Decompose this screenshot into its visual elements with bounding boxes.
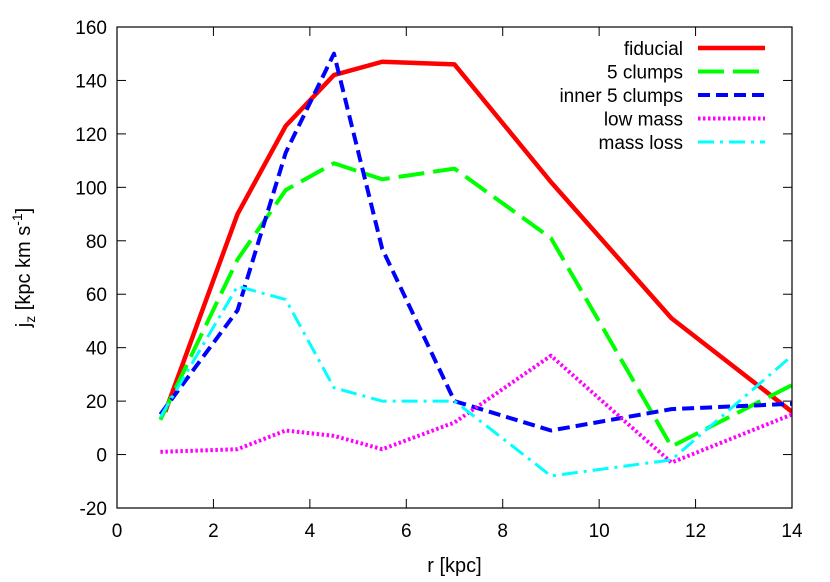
y-axis-label-unit: [kpc km s [13,226,35,316]
legend-label: 5 clumps [607,63,683,84]
x-tick-label: 14 [781,521,803,542]
y-axis-label-main: j [13,323,35,328]
y-tick-label: 0 [96,446,107,467]
y-axis-label: jz [kpc km s-1] [9,208,38,328]
y-tick-label: 100 [75,178,107,199]
y-tick-label: 20 [86,392,107,413]
series-layer [158,51,792,478]
y-tick-label: 40 [86,339,107,360]
x-axis-label: r [kpc] [427,555,481,577]
series-line-fiducial [163,59,792,414]
y-axis-label-subscript: z [22,316,38,323]
x-tick-label: 4 [305,521,316,542]
y-tick-label: 60 [86,285,107,306]
x-tick-label: 6 [401,521,412,542]
plot-frame [116,26,793,509]
x-tick-label: 2 [208,521,219,542]
series-line-low-mass [160,353,792,465]
x-tick-label: 8 [497,521,508,542]
series-line-5-clumps [158,161,792,449]
legend-label: low mass [604,110,683,131]
legend-label: fiducial [624,39,683,60]
y-tick-labels: -20 0 20 40 60 80 100 120 140 160 [75,18,107,520]
series-line-inner-5-clumps [158,51,792,433]
series-line-mass-loss [159,284,792,478]
y-tick-label: 160 [75,18,107,39]
y-tick-label: 80 [86,232,107,253]
y-axis-label-superscript: -1 [9,213,25,226]
y-axis-label-close: ] [13,208,35,214]
y-tick-label: -20 [80,499,107,520]
x-tick-label: 12 [685,521,706,542]
tick-layer [116,26,793,509]
x-tick-labels: 0 2 4 6 8 10 12 14 [112,521,803,542]
x-tick-label: 10 [589,521,610,542]
y-tick-label: 140 [75,71,107,92]
legend-label: mass loss [599,133,683,154]
legend-label: inner 5 clumps [559,86,683,107]
y-tick-label: 120 [75,125,107,146]
x-tick-label: 0 [112,521,123,542]
